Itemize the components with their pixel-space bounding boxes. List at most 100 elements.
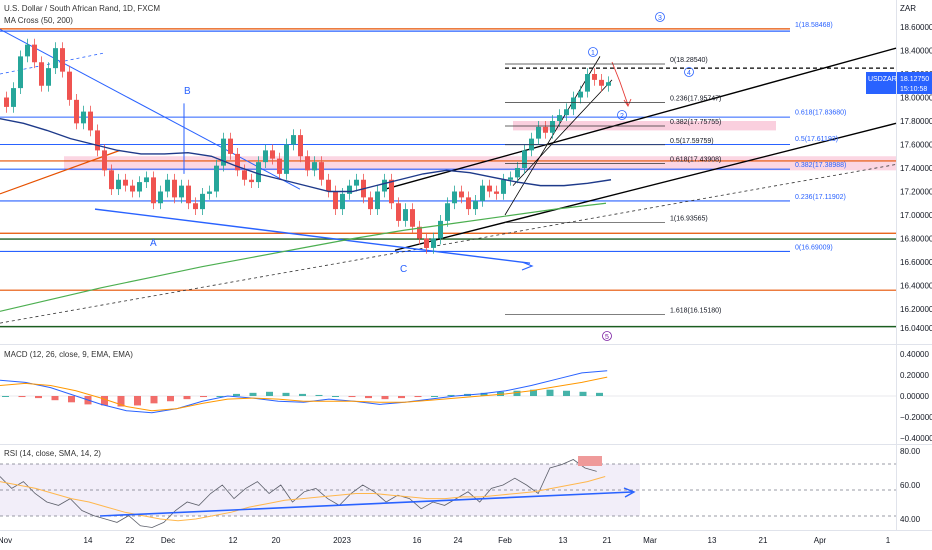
fib-label: 0.5(17.61193) [795, 136, 838, 143]
macd-histogram-bar [596, 392, 603, 396]
candle [32, 44, 37, 63]
fib-label: 0.382(17.75755) [670, 119, 721, 126]
candle [333, 191, 338, 210]
macd-histogram-bar [183, 396, 191, 400]
candle [179, 185, 184, 198]
time-tick-label: Mar [643, 536, 657, 545]
candle [389, 179, 394, 204]
macd-histogram-bar [414, 396, 422, 398]
macd-histogram-bar [101, 396, 108, 406]
macd-histogram-bar [51, 396, 59, 401]
candle [193, 203, 198, 210]
wave-label-c: C [400, 264, 407, 275]
time-tick-label: 20 [272, 536, 281, 545]
candle [599, 79, 604, 86]
macd-histogram-bar [365, 396, 372, 399]
rsi-tick-label: 60.00 [900, 481, 921, 490]
projection-arrow [611, 61, 629, 106]
candle [319, 162, 324, 180]
macd-histogram-bar [480, 392, 488, 396]
macd-histogram-bar [431, 396, 438, 397]
candle [200, 193, 205, 210]
candle [445, 203, 450, 221]
candle [368, 197, 373, 210]
svg-text:3: 3 [658, 15, 662, 22]
candle [158, 191, 163, 204]
candle [277, 158, 282, 174]
macd-histogram-bar [546, 389, 554, 396]
candle [571, 97, 576, 110]
candle [88, 111, 93, 131]
candle [235, 153, 240, 171]
macd-histogram-bar [266, 391, 273, 396]
macd-histogram-bar [513, 390, 521, 396]
price-tick-label: 16.20000 [900, 305, 932, 314]
macd-histogram-bar [563, 390, 570, 396]
macd-tick-label: 0.20000 [900, 371, 929, 380]
macd-histogram-bar [381, 396, 389, 400]
candle [207, 191, 212, 194]
price-tick-label: 18.60000 [900, 23, 932, 32]
macd-histogram-bar [447, 394, 455, 396]
fib-label: 1.618(16.15180) [670, 308, 721, 315]
candle [438, 220, 443, 239]
svg-text:1: 1 [591, 50, 595, 57]
candle [564, 109, 569, 116]
macd-histogram-bar [348, 396, 356, 398]
time-tick-label: Feb [498, 536, 512, 545]
candle [606, 82, 611, 86]
fib-label: 0.382(17.38988) [795, 162, 846, 169]
wave-circle-3: 3 [655, 12, 665, 22]
candle [396, 203, 401, 221]
macd-histogram-bar [2, 396, 9, 397]
candle [25, 44, 30, 57]
candle [452, 191, 457, 204]
svg-text:5: 5 [605, 334, 609, 341]
rsi-arrow-head [623, 487, 636, 498]
price-tick-label: 17.20000 [900, 188, 932, 197]
time-tick-label: 21 [759, 536, 768, 545]
fib-label: 0(18.28540) [670, 57, 708, 64]
candle [116, 179, 121, 190]
candle [284, 144, 289, 174]
candle [228, 138, 233, 154]
macd-line [0, 370, 608, 414]
candle [11, 88, 16, 107]
price-tick-label: 16.04000 [900, 324, 932, 333]
arrow-head-c [521, 261, 534, 271]
trend-line-6 [94, 208, 531, 264]
current-price-badge[interactable]: USDZAR 18.12750 15:10:58 [866, 72, 932, 94]
macd-histogram-bar [167, 396, 174, 402]
macd-histogram-bar [299, 393, 306, 396]
candle [515, 168, 520, 178]
candle [592, 74, 597, 80]
price-tick-label: 17.40000 [900, 164, 932, 173]
macd-histogram-bar [216, 396, 224, 397]
candle [354, 179, 359, 186]
rsi-trend-line [99, 491, 633, 517]
macd-histogram-bar [398, 396, 405, 399]
wave-circle-1: 1 [588, 47, 598, 57]
candle [536, 126, 541, 139]
time-tick-label: 21 [603, 536, 612, 545]
candle [305, 156, 310, 171]
candle [102, 150, 107, 171]
candle [494, 191, 499, 194]
candle [172, 179, 177, 198]
candle [221, 138, 226, 166]
time-tick-label: 1 [886, 536, 891, 545]
fib-label: 0.618(17.83680) [795, 110, 846, 117]
macd-histogram-bar [35, 396, 42, 399]
time-tick-label: Nov [0, 536, 12, 545]
candle [578, 91, 583, 98]
candle [347, 185, 352, 194]
macd-tick-label: 0.00000 [900, 392, 929, 401]
candle [67, 71, 72, 100]
candle [459, 191, 464, 198]
candle [144, 177, 149, 183]
macd-histogram-bar [68, 396, 75, 403]
price-tick-label: 17.60000 [900, 141, 932, 150]
candle [403, 209, 408, 221]
candle [186, 185, 191, 204]
